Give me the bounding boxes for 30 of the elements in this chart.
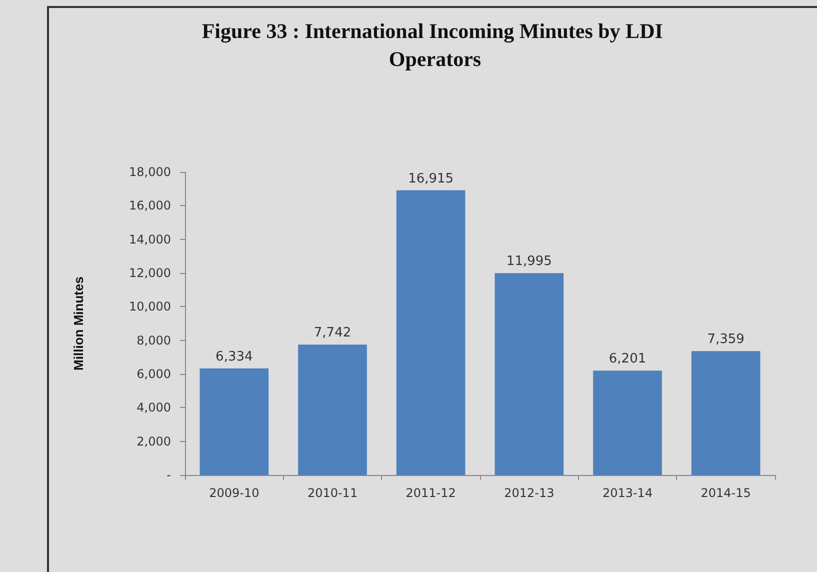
bar: [593, 370, 662, 475]
x-tick-label: 2013-14: [602, 486, 653, 500]
y-tick-label: 4,000: [136, 400, 171, 415]
x-tick-label: 2010-11: [307, 486, 358, 500]
y-tick-label: -: [166, 468, 171, 482]
y-axis-title: Million Minutes: [71, 276, 86, 370]
data-label: 7,742: [314, 326, 352, 341]
bar: [396, 190, 466, 475]
data-label: 6,334: [216, 349, 253, 364]
y-tick-label: 8,000: [136, 333, 171, 348]
bar: [298, 344, 367, 475]
x-tick-label: 2012-13: [504, 486, 554, 500]
x-tick-label: 2011-12: [406, 486, 456, 500]
bar: [200, 368, 269, 475]
data-label: 11,995: [506, 254, 552, 270]
y-tick-label: 6,000: [136, 367, 171, 381]
x-tick-label: 2009-10: [209, 486, 260, 500]
y-tick-label: 18,000: [129, 165, 171, 179]
x-tick-label: 2014-15: [700, 486, 751, 500]
y-tick-label: 16,000: [129, 198, 171, 213]
data-label: 16,915: [408, 171, 454, 186]
bar: [691, 351, 760, 475]
data-label: 7,359: [707, 332, 744, 348]
y-tick-label: 12,000: [129, 266, 171, 280]
bar: [494, 273, 564, 475]
y-tick-label: 10,000: [129, 300, 171, 314]
chart-title: Figure 33 : International Incoming Minutes by LDI Operators: [202, 19, 668, 71]
y-tick-label: 2,000: [136, 434, 171, 448]
y-tick-label: 14,000: [129, 232, 171, 246]
data-label: 6,201: [608, 352, 646, 367]
